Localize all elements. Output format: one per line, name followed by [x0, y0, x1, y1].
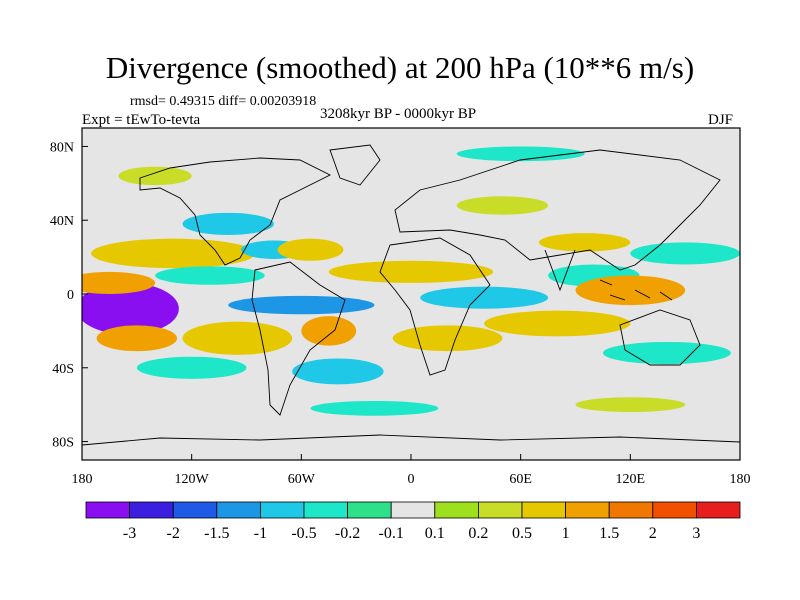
colorbar-swatch — [172, 501, 218, 519]
colorbar-swatch — [477, 501, 523, 519]
colorbar-label: -1.5 — [204, 525, 229, 542]
field-blob-core — [99, 294, 156, 323]
divergence-field — [82, 146, 740, 416]
field-blob — [91, 238, 256, 269]
x-tick-label: 180 — [730, 472, 751, 487]
colorbar-swatch — [85, 501, 130, 519]
field-blob — [538, 233, 631, 252]
field-blob — [136, 356, 247, 379]
colorbar-swatch — [216, 501, 261, 519]
colorbar-swatch — [434, 501, 479, 519]
colorbar: -3 -2 -1.5 -1 -0.5 -0.2 -0.1 0.1 0.2 0.5 1 1.5 2 3 — [85, 501, 741, 542]
colorbar-swatch — [259, 501, 305, 519]
x-tick-label: 60E — [509, 472, 532, 487]
map-title: Divergence (smoothed) at 200 hPa (10**6 … — [105, 50, 695, 85]
field-blob — [575, 275, 686, 306]
x-tick-label: 0 — [408, 472, 415, 487]
field-blob — [602, 341, 731, 365]
colorbar-swatch — [390, 501, 436, 519]
field-blob — [456, 146, 585, 162]
colorbar-label: 0.2 — [468, 525, 488, 542]
colorbar-swatch — [565, 501, 610, 519]
colorbar-label: -3 — [123, 525, 136, 542]
colorbar-label: -1 — [254, 525, 267, 542]
y-tick-label: 0 — [67, 288, 74, 303]
x-tick-label: 180 — [72, 472, 93, 487]
field-blob — [118, 166, 192, 186]
colorbar-label: -0.5 — [291, 525, 316, 542]
field-blob — [301, 316, 357, 346]
colorbar-swatch — [696, 501, 741, 519]
field-blob — [328, 260, 494, 283]
stats-text: rmsd= 0.49315 diff= 0.00203918 — [130, 94, 317, 109]
field-blob — [182, 212, 274, 235]
season-label: DJF — [708, 112, 734, 128]
colorbar-label: 0.5 — [512, 525, 532, 542]
x-tick-label: 60W — [288, 472, 316, 487]
coastlines — [82, 144, 740, 446]
field-blob — [575, 397, 686, 413]
y-tick-label: 40N — [50, 214, 74, 229]
colorbar-label: 2 — [649, 525, 657, 542]
colorbar-label: 1 — [562, 525, 570, 542]
colorbar-swatch — [347, 501, 392, 519]
colorbar-swatch — [608, 501, 654, 519]
field-blob — [456, 196, 549, 215]
x-axis: 180 120W 60W 0 60E 120E 180 — [72, 454, 751, 487]
field-blob — [292, 358, 384, 385]
colorbar-label: -0.1 — [379, 525, 404, 542]
field-blob — [630, 242, 740, 265]
field-blob — [182, 321, 293, 355]
y-axis: 80N 40N 0 40S 80S — [50, 140, 88, 451]
field-blob — [96, 325, 178, 352]
field-blob — [228, 295, 375, 315]
colorbar-label: 1.5 — [599, 525, 619, 542]
period-label: 3208kyr BP - 0000kyr BP — [320, 106, 477, 122]
y-tick-label: 80S — [52, 436, 74, 451]
y-tick-label: 40S — [52, 362, 74, 377]
colorbar-swatch — [303, 501, 348, 519]
experiment-label: Expt = tEwTo-tevta — [82, 112, 201, 128]
field-blob — [484, 310, 631, 337]
map-plot-area — [82, 128, 740, 460]
colorbar-label: -2 — [167, 525, 180, 542]
field-blob — [392, 325, 503, 352]
field-blob — [310, 400, 439, 416]
y-tick-label: 80N — [50, 140, 74, 155]
field-blob — [277, 238, 344, 261]
colorbar-label: 3 — [692, 525, 700, 542]
field-blob — [155, 266, 265, 285]
x-tick-label: 120E — [616, 472, 646, 487]
colorbar-swatch — [129, 501, 174, 519]
colorbar-swatch — [652, 501, 697, 519]
colorbar-label: 0.1 — [425, 525, 445, 542]
x-tick-label: 120W — [175, 472, 210, 487]
colorbar-swatch — [521, 501, 566, 519]
field-blob — [82, 271, 156, 294]
colorbar-label: -0.2 — [335, 525, 360, 542]
field-blob — [420, 286, 549, 309]
